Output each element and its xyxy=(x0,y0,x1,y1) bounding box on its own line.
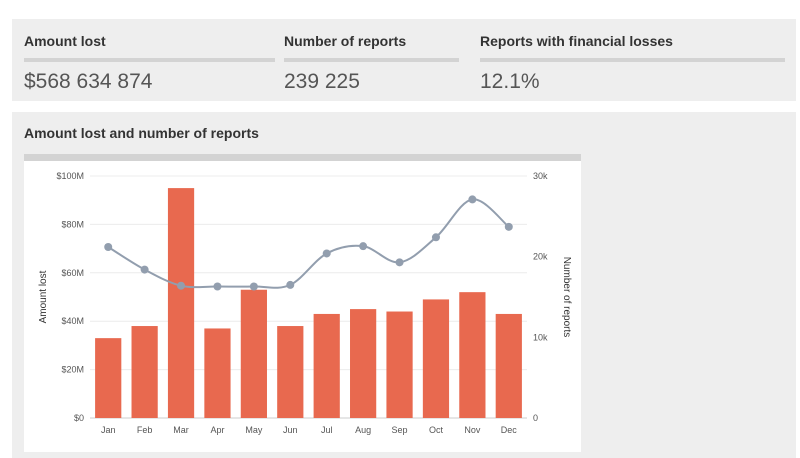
reports-point-mar xyxy=(177,281,186,290)
reports-point-jun xyxy=(286,280,295,289)
x-tick-label: Mar xyxy=(173,425,189,435)
bar-aug xyxy=(350,309,377,418)
x-tick-label: Oct xyxy=(429,425,444,435)
chart-header-bar xyxy=(24,154,581,161)
x-tick-label: Jan xyxy=(101,425,116,435)
reports-point-sep xyxy=(395,258,404,267)
stat-value: 239 225 xyxy=(284,70,360,93)
chart-panel: Amount lost and number of reports $0 $20M… xyxy=(12,112,796,458)
reports-point-aug xyxy=(359,242,368,251)
reports-point-jan xyxy=(104,242,113,251)
stat-label: Reports with financial losses xyxy=(480,33,785,62)
x-tick-label: Dec xyxy=(501,425,518,435)
reports-point-dec xyxy=(504,222,513,231)
bar-nov xyxy=(459,292,486,418)
x-tick-label: Jul xyxy=(321,425,333,435)
bar-sep xyxy=(386,311,413,418)
bar-apr xyxy=(204,328,231,418)
bar-feb xyxy=(131,326,158,418)
y-right-tick-label: 20k xyxy=(533,252,548,262)
x-tick-label: Apr xyxy=(210,425,224,435)
reports-point-may xyxy=(249,282,258,291)
combo-chart: $0 $20M $40M $60M $80M $100M 0 10k 20k 30k Jan Feb M… xyxy=(38,171,572,435)
y-left-tick-label: $20M xyxy=(61,365,84,375)
x-tick-label: Nov xyxy=(464,425,481,435)
y-left-tick-label: $40M xyxy=(61,316,84,326)
reports-point-jul xyxy=(322,249,331,258)
y-right-tick-label: 10k xyxy=(533,332,548,342)
stat-label: Number of reports xyxy=(284,33,459,62)
bar-jul xyxy=(313,313,340,418)
bar-jan xyxy=(95,338,122,418)
bar-mar xyxy=(167,188,195,418)
stat-reports-with-losses: Reports with financial losses 12.1% xyxy=(480,33,785,94)
x-tick-label: Aug xyxy=(355,425,371,435)
reports-point-nov xyxy=(468,195,477,204)
stat-number-of-reports: Number of reports 239 225 xyxy=(284,33,459,94)
summary-stats-panel: Amount lost $568 634 874 Number of repor… xyxy=(12,19,796,101)
stat-label: Amount lost xyxy=(24,33,275,62)
reports-point-apr xyxy=(213,282,222,291)
bar-oct xyxy=(422,299,450,418)
y-right-tick-label: 30k xyxy=(533,171,548,181)
x-tick-label: May xyxy=(245,425,263,435)
bar-dec xyxy=(495,313,522,418)
y-left-axis-title: Amount lost xyxy=(38,270,49,323)
bar-may xyxy=(240,289,267,418)
chart-title: Amount lost and number of reports xyxy=(24,125,259,141)
y-left-tick-label: $0 xyxy=(74,413,84,423)
x-tick-label: Jun xyxy=(283,425,298,435)
reports-point-feb xyxy=(140,265,149,274)
x-tick-label: Feb xyxy=(137,425,153,435)
stat-amount-lost: Amount lost $568 634 874 xyxy=(24,33,275,94)
x-tick-label: Sep xyxy=(392,425,408,435)
reports-point-oct xyxy=(431,233,440,242)
y-left-tick-label: $60M xyxy=(61,268,84,278)
y-right-tick-label: 0 xyxy=(533,413,538,423)
stat-value: $568 634 874 xyxy=(24,70,153,93)
chart-card: $0 $20M $40M $60M $80M $100M 0 10k 20k 30k Jan Feb M… xyxy=(24,161,581,452)
stat-value: 12.1% xyxy=(480,70,540,93)
bar-jun xyxy=(277,326,304,418)
y-left-tick-label: $100M xyxy=(56,171,84,181)
y-right-axis-title: Number of reports xyxy=(561,257,572,338)
y-left-tick-label: $80M xyxy=(61,219,84,229)
